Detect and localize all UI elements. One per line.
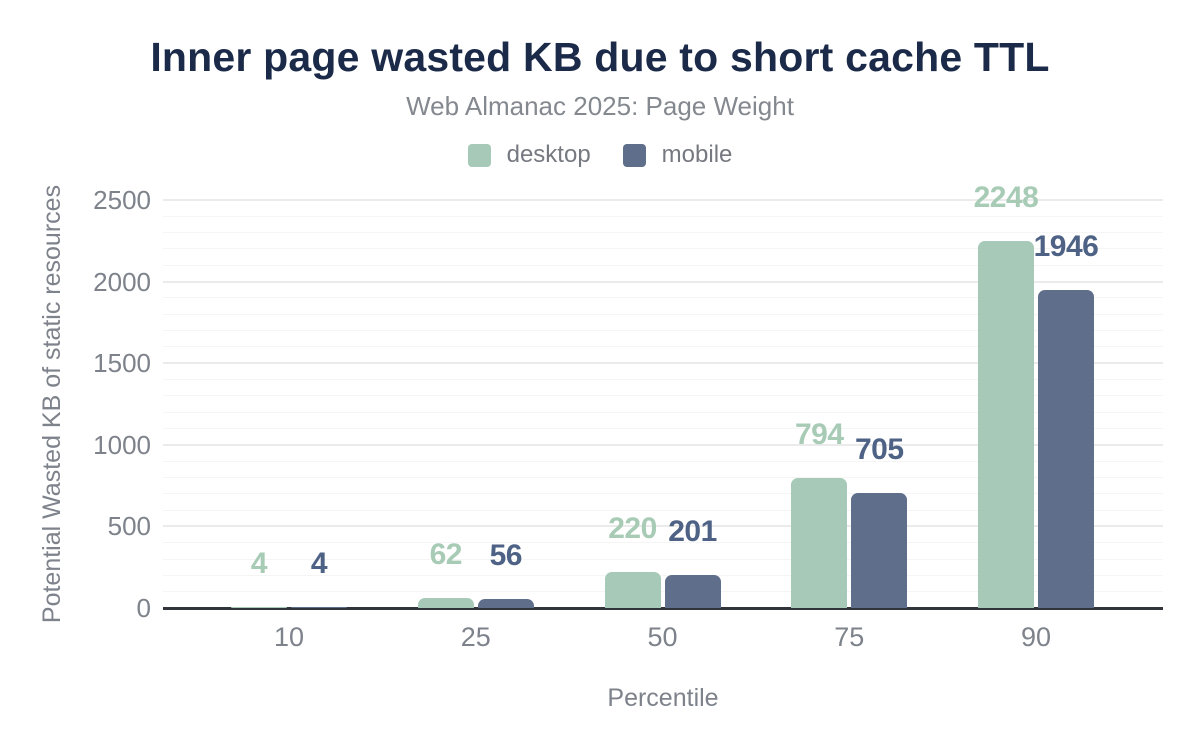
legend-label-desktop: desktop	[506, 141, 591, 168]
desktop-swatch-icon	[467, 143, 491, 167]
legend-label-mobile: mobile	[661, 141, 733, 168]
desktop-bar	[231, 607, 287, 608]
x-tick-label: 25	[460, 622, 491, 652]
minor-gridline	[163, 379, 1163, 381]
minor-gridline	[163, 215, 1163, 217]
chart-title: Inner page wasted KB due to short cache …	[150, 34, 1050, 80]
major-gridline	[163, 280, 1163, 283]
minor-gridline	[163, 476, 1163, 478]
desktop-bar	[791, 478, 848, 608]
minor-gridline	[163, 232, 1163, 234]
minor-gridline	[163, 542, 1163, 544]
minor-gridline	[163, 330, 1163, 332]
major-gridline	[163, 362, 1163, 365]
major-gridline	[163, 525, 1163, 528]
minor-gridline	[163, 313, 1163, 315]
minor-gridline	[163, 248, 1163, 250]
y-tick-label: 2500	[93, 185, 151, 215]
x-axis-line	[163, 607, 1163, 610]
minor-gridline	[163, 493, 1163, 495]
mobile-bar-value-label: 56	[489, 538, 523, 572]
minor-gridline	[163, 297, 1163, 299]
desktop-bar-value-label: 62	[429, 537, 463, 571]
desktop-bar	[978, 241, 1034, 608]
minor-gridline	[163, 574, 1163, 576]
mobile-swatch-icon	[622, 143, 646, 167]
mobile-bar	[851, 492, 908, 608]
minor-gridline	[163, 411, 1163, 413]
desktop-bar-value-label: 794	[794, 418, 844, 452]
desktop-bar-value-label: 4	[250, 547, 268, 581]
major-gridline	[163, 199, 1163, 201]
y-axis-title: Potential Wasted KB of static resources	[38, 184, 66, 624]
legend-item-mobile: mobile	[622, 141, 733, 169]
minor-gridline	[163, 395, 1163, 397]
minor-gridline	[163, 509, 1163, 511]
mobile-bar	[291, 607, 347, 608]
x-axis-title: Percentile	[607, 684, 719, 712]
minor-gridline	[163, 460, 1163, 462]
mobile-bar-value-label: 705	[854, 432, 904, 466]
mobile-bar	[1038, 290, 1094, 608]
x-tick-label: 90	[1020, 622, 1052, 652]
legend-item-desktop: desktop	[467, 141, 591, 169]
minor-gridline	[163, 346, 1163, 348]
major-gridline	[163, 443, 1163, 446]
minor-gridline	[163, 558, 1163, 560]
y-tick-label: 500	[107, 511, 151, 542]
y-tick-label: 1500	[93, 348, 151, 379]
mobile-bar	[664, 575, 721, 608]
mobile-bar-value-label: 4	[310, 547, 328, 581]
x-tick-label: 75	[834, 622, 865, 652]
mobile-bar	[477, 598, 534, 608]
minor-gridline	[163, 591, 1163, 593]
y-tick-label: 2000	[93, 266, 151, 297]
x-tick-label: 10	[273, 622, 305, 652]
desktop-bar-value-label: 220	[608, 512, 657, 546]
desktop-bar-value-label: 2248	[973, 181, 1039, 215]
mobile-bar-value-label: 201	[668, 515, 717, 549]
mobile-bar-value-label: 1946	[1033, 230, 1099, 264]
legend: desktop mobile	[0, 141, 1200, 169]
minor-gridline	[163, 264, 1163, 266]
chart-subtitle: Web Almanac 2025: Page Weight	[406, 91, 794, 121]
plot-area: 4 4 10 62 56 25 220 201 50 794 705 75 2248 1946 90	[163, 183, 1163, 652]
desktop-bar	[417, 597, 474, 608]
y-tick-label: 0	[136, 593, 151, 623]
minor-gridline	[163, 427, 1163, 429]
y-tick-label: 1000	[93, 429, 151, 460]
x-tick-label: 50	[647, 622, 678, 652]
desktop-bar	[604, 572, 661, 608]
